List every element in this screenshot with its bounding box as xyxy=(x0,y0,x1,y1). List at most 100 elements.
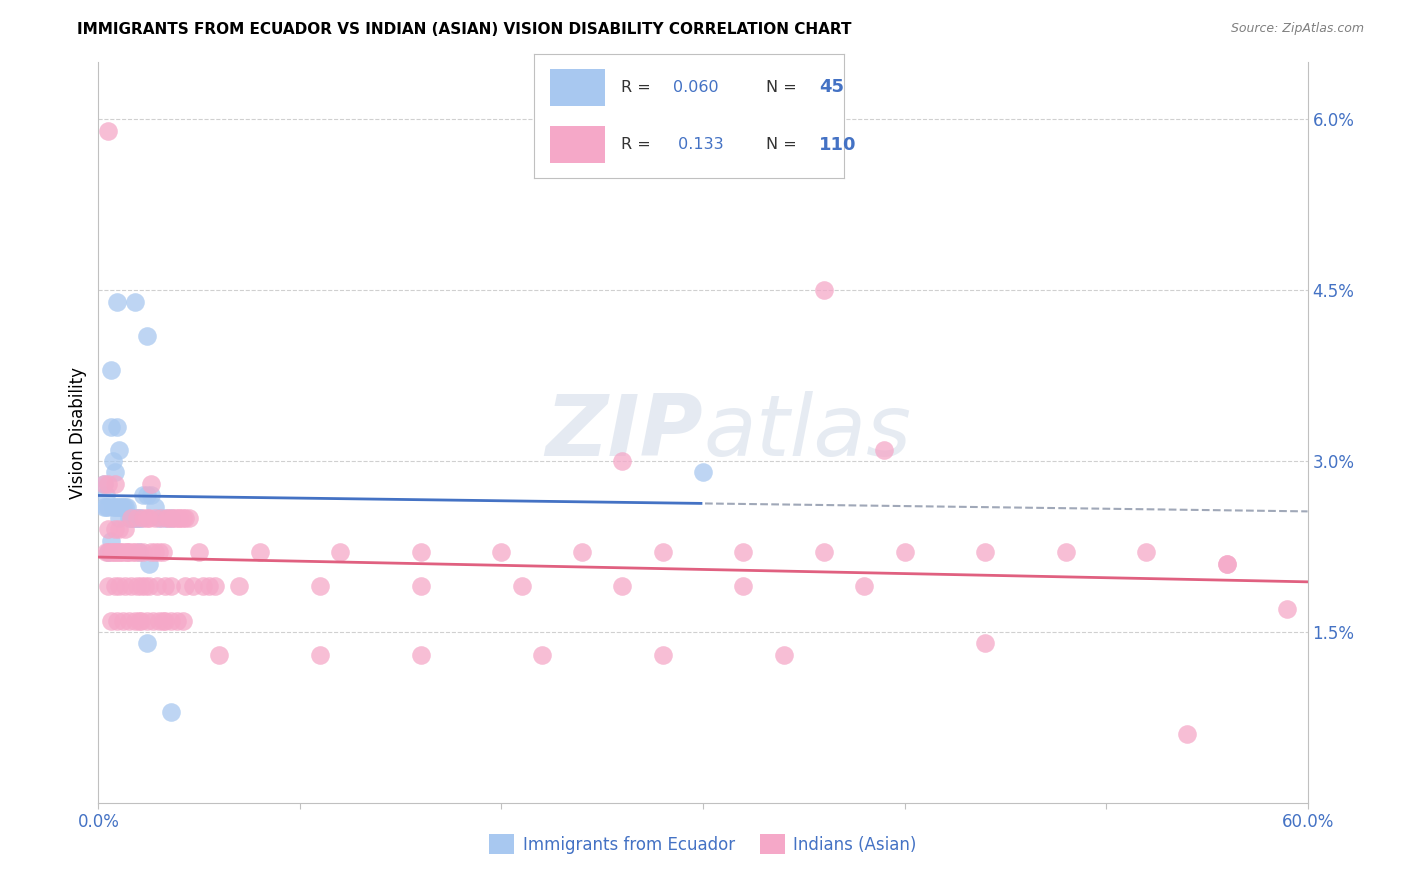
Point xyxy=(103,579,125,593)
Point xyxy=(107,579,129,593)
Point xyxy=(510,579,533,593)
Point xyxy=(97,579,120,593)
Point xyxy=(138,579,160,593)
Text: N =: N = xyxy=(766,79,803,95)
Point xyxy=(100,363,122,377)
Text: 0.133: 0.133 xyxy=(673,137,724,153)
Point xyxy=(93,500,115,514)
Point xyxy=(96,500,118,514)
Point xyxy=(309,648,332,662)
Point xyxy=(893,545,915,559)
Point xyxy=(204,579,226,593)
Point xyxy=(100,614,122,628)
Point xyxy=(193,579,215,593)
Point xyxy=(96,488,118,502)
Point xyxy=(174,511,197,525)
Point xyxy=(97,523,120,537)
Point xyxy=(114,579,136,593)
Point xyxy=(138,557,160,571)
Point xyxy=(167,511,190,525)
Point xyxy=(118,511,141,525)
Point xyxy=(143,500,166,514)
Point xyxy=(105,545,128,559)
Point xyxy=(97,545,120,559)
Point xyxy=(153,511,176,525)
Point xyxy=(152,614,174,628)
Point xyxy=(143,511,166,525)
Point xyxy=(1216,557,1239,571)
Point xyxy=(125,511,148,525)
Point xyxy=(813,545,835,559)
Point xyxy=(174,579,197,593)
Point xyxy=(172,614,194,628)
Point xyxy=(179,511,201,525)
Point xyxy=(132,545,155,559)
Text: atlas: atlas xyxy=(703,391,911,475)
Point xyxy=(1135,545,1157,559)
Point xyxy=(309,579,332,593)
Point xyxy=(125,511,148,525)
Point xyxy=(97,500,120,514)
Text: R =: R = xyxy=(621,79,655,95)
Point xyxy=(651,545,673,559)
Point xyxy=(612,579,634,593)
Point xyxy=(135,636,157,650)
Point xyxy=(166,614,188,628)
Point xyxy=(120,579,142,593)
Point xyxy=(148,511,170,525)
Point xyxy=(100,545,122,559)
Point xyxy=(129,511,152,525)
Point xyxy=(97,124,120,138)
Point xyxy=(135,488,157,502)
Point xyxy=(103,500,125,514)
Point xyxy=(163,511,186,525)
Point xyxy=(772,648,794,662)
Text: 0.060: 0.060 xyxy=(673,79,718,95)
Point xyxy=(101,454,124,468)
Point xyxy=(128,545,150,559)
Point xyxy=(118,614,141,628)
Point xyxy=(107,500,129,514)
Point xyxy=(128,614,150,628)
Point xyxy=(121,511,143,525)
Point xyxy=(181,579,204,593)
Text: IMMIGRANTS FROM ECUADOR VS INDIAN (ASIAN) VISION DISABILITY CORRELATION CHART: IMMIGRANTS FROM ECUADOR VS INDIAN (ASIAN… xyxy=(77,22,852,37)
Point xyxy=(107,523,129,537)
Point xyxy=(124,614,146,628)
Point xyxy=(124,294,146,309)
Point xyxy=(124,511,146,525)
Point xyxy=(1054,545,1077,559)
Point xyxy=(692,466,714,480)
Point xyxy=(103,476,125,491)
Point xyxy=(120,511,142,525)
Point xyxy=(128,511,150,525)
Point xyxy=(120,511,142,525)
Text: N =: N = xyxy=(766,137,803,153)
Point xyxy=(110,500,132,514)
Point xyxy=(115,500,138,514)
Point xyxy=(107,442,129,457)
Point xyxy=(101,545,124,559)
Point xyxy=(153,614,176,628)
Text: 45: 45 xyxy=(818,78,844,96)
Point xyxy=(146,579,169,593)
Point xyxy=(1216,557,1239,571)
Point xyxy=(409,579,432,593)
Point xyxy=(139,476,162,491)
Point xyxy=(162,511,184,525)
Point xyxy=(105,614,128,628)
Point xyxy=(110,545,132,559)
Point xyxy=(974,545,997,559)
Point xyxy=(135,328,157,343)
Point xyxy=(125,579,148,593)
Legend: Immigrants from Ecuador, Indians (Asian): Immigrants from Ecuador, Indians (Asian) xyxy=(482,828,924,861)
Point xyxy=(853,579,876,593)
Point xyxy=(139,545,162,559)
Point xyxy=(135,614,157,628)
Point xyxy=(138,511,160,525)
Point xyxy=(409,648,432,662)
Point xyxy=(118,545,141,559)
Point xyxy=(491,545,513,559)
Point xyxy=(974,636,997,650)
Point xyxy=(172,511,194,525)
